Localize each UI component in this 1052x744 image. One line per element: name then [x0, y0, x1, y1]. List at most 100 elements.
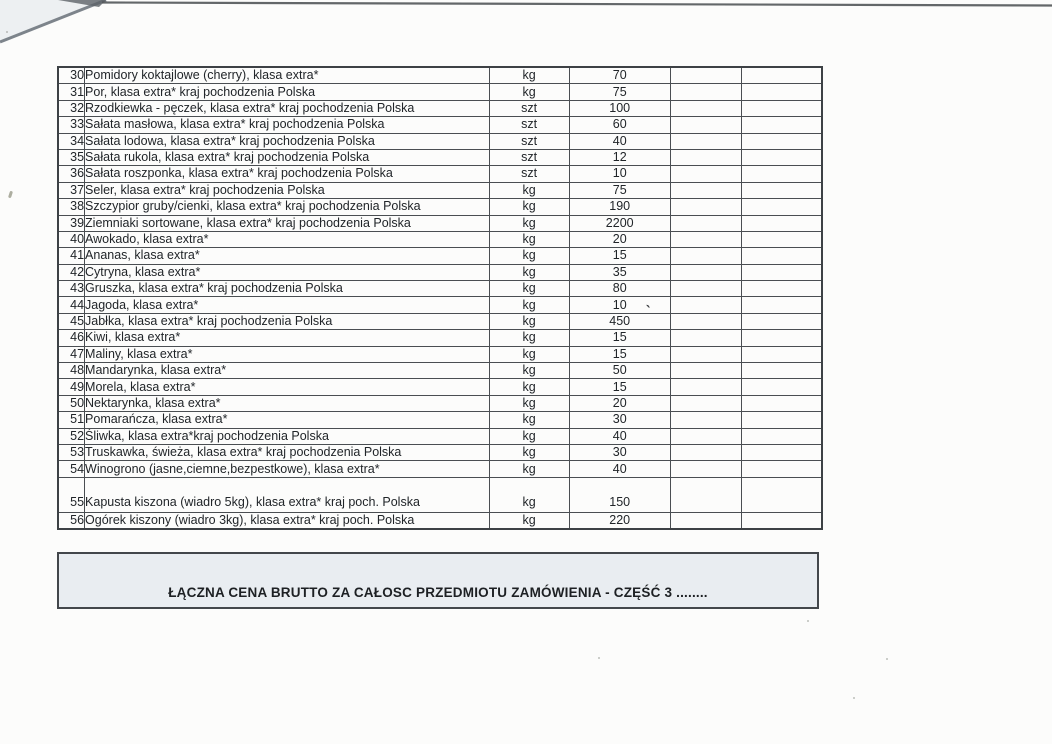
quantity-cell: 15	[568, 378, 671, 396]
total-value-cell-empty	[740, 165, 823, 183]
quantity-cell: 15	[568, 247, 671, 265]
quantity-cell: 12	[568, 148, 671, 167]
total-value-cell-empty	[740, 329, 823, 347]
row-number-cell: 52	[57, 427, 86, 445]
total-price-label: ŁĄCZNA CENA BRUTTO ZA CAŁOSC PRZEDMIOTU …	[168, 585, 708, 600]
item-name-cell: Ziemniaki sortowane, klasa extra* kraj p…	[84, 214, 490, 232]
row-number-cell: 45	[57, 312, 86, 331]
row-number-cell: 32	[57, 99, 86, 118]
unit-price-cell-empty	[669, 378, 742, 396]
unit-cell: szt	[488, 116, 570, 134]
total-value-cell-empty	[740, 263, 823, 282]
unit-cell: kg	[488, 230, 570, 249]
unit-cell: kg	[488, 329, 570, 347]
item-name-cell: Ananas, klasa extra*	[84, 247, 490, 265]
unit-cell: kg	[488, 460, 570, 478]
table-row: 30 Pomidory koktajlowe (cherry), klasa e…	[57, 66, 823, 85]
unit-cell: kg	[488, 511, 570, 530]
quantity-cell: 70	[568, 66, 671, 85]
total-value-cell-empty	[740, 460, 823, 478]
unit-cell: kg	[488, 476, 570, 513]
page-top-edge-line	[101, 1, 1052, 7]
table-row: 53 Truskawka, świeża, klasa extra* kraj …	[57, 443, 823, 462]
row-number-cell: 43	[57, 280, 86, 298]
table-row: 33 Sałata masłowa, klasa extra* kraj poc…	[57, 116, 823, 134]
row-number-cell: 41	[57, 247, 86, 265]
item-name-cell: Seler, klasa extra* kraj pochodzenia Pol…	[84, 181, 490, 200]
item-name-cell: Kiwi, klasa extra*	[84, 329, 490, 347]
scan-speck	[7, 190, 14, 199]
quantity-cell: 35	[568, 263, 671, 282]
unit-cell: kg	[488, 247, 570, 265]
table-row: 32 Rzodkiewka - pęczek, klasa extra* kra…	[57, 99, 823, 118]
row-number-cell: 42	[57, 263, 86, 282]
row-number-cell: 46	[57, 329, 86, 347]
table-row: 36 Sałata roszponka, klasa extra* kraj p…	[57, 165, 823, 183]
unit-price-cell-empty	[669, 132, 742, 150]
table-row: 54 Winogrono (jasne,ciemne,bezpestkowe),…	[57, 460, 823, 478]
quantity-cell: 40	[568, 427, 671, 445]
row-number-cell: 37	[57, 181, 86, 200]
row-number-cell: 44	[57, 296, 86, 314]
table-row: 52 Śliwka, klasa extra*kraj pochodzenia …	[57, 427, 823, 445]
table-row: 47 Maliny, klasa extra* kg 15	[57, 345, 823, 364]
unit-price-cell-empty	[669, 99, 742, 118]
unit-price-cell-empty	[669, 198, 742, 216]
unit-price-cell-empty	[669, 329, 742, 347]
unit-cell: kg	[488, 296, 570, 314]
unit-cell: kg	[488, 198, 570, 216]
unit-price-cell-empty	[669, 362, 742, 380]
unit-cell: kg	[488, 362, 570, 380]
total-value-cell-empty	[740, 411, 823, 429]
unit-cell: szt	[488, 132, 570, 150]
total-value-cell-empty	[740, 181, 823, 200]
table-row: 43 Gruszka, klasa extra* kraj pochodzeni…	[57, 280, 823, 298]
unit-price-cell-empty	[669, 511, 742, 530]
unit-price-cell-empty	[669, 263, 742, 282]
quantity-cell: 450	[568, 312, 671, 331]
table-row: 37 Seler, klasa extra* kraj pochodzenia …	[57, 181, 823, 200]
row-number-cell: 35	[57, 148, 86, 167]
table-row: 56 Ogórek kiszony (wiadro 3kg), klasa ex…	[57, 511, 823, 530]
row-number-cell: 33	[57, 116, 86, 134]
total-value-cell-empty	[740, 230, 823, 249]
quantity-cell: 15	[568, 329, 671, 347]
unit-cell: kg	[488, 378, 570, 396]
quantity-cell: 40	[568, 460, 671, 478]
total-value-cell-empty	[740, 214, 823, 232]
table-row: 55 Kapusta kiszona (wiadro 5kg), klasa e…	[57, 476, 823, 513]
item-name-cell: Śliwka, klasa extra*kraj pochodzenia Pol…	[84, 427, 490, 445]
page-fold-corner	[0, 0, 1052, 44]
total-value-cell-empty	[740, 83, 823, 101]
total-value-cell-empty	[740, 66, 823, 85]
row-number-cell: 51	[57, 411, 86, 429]
table-body: 30 Pomidory koktajlowe (cherry), klasa e…	[57, 66, 823, 530]
table-row: 48 Mandarynka, klasa extra* kg 50	[57, 362, 823, 380]
item-name-cell: Pomarańcza, klasa extra*	[84, 411, 490, 429]
item-name-cell: Sałata lodowa, klasa extra* kraj pochodz…	[84, 132, 490, 150]
unit-price-cell-empty	[669, 83, 742, 101]
row-number-cell: 38	[57, 198, 86, 216]
table-row: 34 Sałata lodowa, klasa extra* kraj poch…	[57, 132, 823, 150]
order-items-table: 30 Pomidory koktajlowe (cherry), klasa e…	[57, 66, 823, 531]
quantity-cell: 80	[568, 280, 671, 298]
table-row: 50 Nektarynka, klasa extra* kg 20	[57, 394, 823, 413]
unit-cell: kg	[488, 427, 570, 445]
unit-price-cell-empty	[669, 394, 742, 413]
quantity-cell: 30	[568, 411, 671, 429]
row-number-cell: 49	[57, 378, 86, 396]
item-name-cell: Sałata masłowa, klasa extra* kraj pochod…	[84, 116, 490, 134]
total-price-band: ŁĄCZNA CENA BRUTTO ZA CAŁOSC PRZEDMIOTU …	[57, 552, 819, 609]
row-number-cell: 53	[57, 443, 86, 462]
row-number-cell: 39	[57, 214, 86, 232]
unit-price-cell-empty	[669, 66, 742, 85]
unit-price-cell-empty	[669, 345, 742, 364]
row-number-cell: 55	[57, 476, 86, 513]
item-name-cell: Por, klasa extra* kraj pochodzenia Polsk…	[84, 83, 490, 101]
unit-cell: kg	[488, 345, 570, 364]
item-name-cell: Maliny, klasa extra*	[84, 345, 490, 364]
item-name-cell: Truskawka, świeża, klasa extra* kraj poc…	[84, 443, 490, 462]
unit-price-cell-empty	[669, 181, 742, 200]
unit-cell: kg	[488, 214, 570, 232]
